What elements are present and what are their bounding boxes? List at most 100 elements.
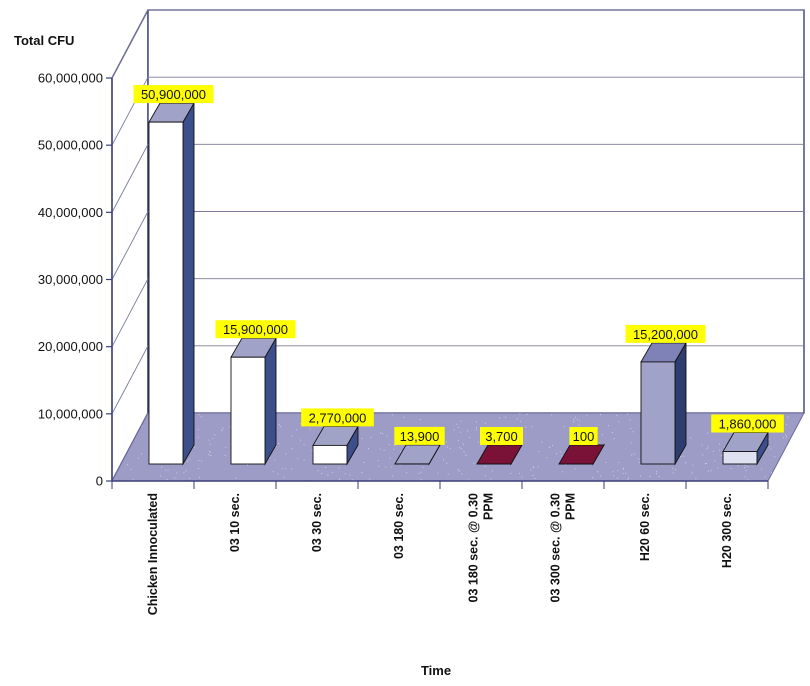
floor-speckle bbox=[229, 426, 230, 427]
floor-speckle bbox=[631, 455, 632, 456]
floor-speckle bbox=[304, 444, 305, 445]
floor-speckle bbox=[210, 444, 211, 445]
floor-speckle bbox=[368, 448, 369, 449]
floor-speckle bbox=[717, 467, 718, 468]
floor-speckle bbox=[292, 448, 293, 449]
floor-speckle bbox=[632, 431, 633, 432]
floor-speckle bbox=[485, 423, 486, 424]
data-label-text: 15,200,000 bbox=[633, 327, 698, 342]
floor-speckle bbox=[284, 477, 285, 478]
floor-speckle bbox=[392, 414, 393, 415]
floor-speckle bbox=[556, 453, 557, 454]
floor-speckle bbox=[683, 456, 684, 457]
floor-speckle bbox=[400, 451, 401, 452]
floor-speckle bbox=[769, 439, 770, 440]
floor-speckle bbox=[454, 429, 455, 430]
floor-speckle bbox=[279, 424, 280, 425]
floor-speckle bbox=[573, 421, 574, 422]
data-label: 13,900 bbox=[394, 427, 444, 445]
floor-speckle bbox=[446, 441, 447, 442]
floor-speckle bbox=[623, 468, 624, 469]
floor-speckle bbox=[278, 443, 279, 444]
floor-speckle bbox=[318, 470, 319, 471]
floor-speckle bbox=[141, 454, 142, 455]
floor-speckle bbox=[491, 479, 492, 480]
floor-speckle bbox=[460, 421, 461, 422]
floor-speckle bbox=[458, 469, 459, 470]
x-category-label: 03 180 sec. @ 0.30 bbox=[467, 493, 481, 603]
floor-speckle bbox=[364, 462, 365, 463]
x-category-label: 03 300 sec. @ 0.30 bbox=[549, 493, 563, 603]
floor-speckle bbox=[608, 425, 609, 426]
floor-speckle bbox=[464, 451, 465, 452]
floor-speckle bbox=[133, 479, 134, 480]
floor-speckle bbox=[473, 463, 474, 464]
y-axis-title: Total CFU bbox=[14, 33, 74, 48]
floor-speckle bbox=[719, 450, 720, 451]
bar-front bbox=[641, 362, 675, 464]
floor-speckle bbox=[467, 430, 468, 431]
floor-speckle bbox=[549, 447, 550, 448]
floor-speckle bbox=[186, 471, 187, 472]
floor-speckle bbox=[418, 473, 419, 474]
floor-speckle bbox=[519, 473, 520, 474]
floor-speckle bbox=[586, 415, 587, 416]
floor-speckle bbox=[675, 469, 676, 470]
floor-speckle bbox=[505, 417, 506, 418]
floor-speckle bbox=[485, 475, 486, 476]
floor-speckle bbox=[579, 425, 580, 426]
floor-speckle bbox=[616, 415, 617, 416]
floor-speckle bbox=[532, 475, 533, 476]
floor-speckle bbox=[459, 447, 460, 448]
floor-speckle bbox=[617, 478, 618, 479]
floor-speckle bbox=[187, 461, 188, 462]
floor-speckle bbox=[597, 471, 598, 472]
floor-speckle bbox=[406, 472, 407, 473]
floor-speckle bbox=[459, 471, 460, 472]
floor bbox=[112, 413, 804, 481]
floor-speckle bbox=[382, 433, 383, 434]
floor-speckle bbox=[291, 436, 292, 437]
x-category-label: Chicken Innoculated bbox=[146, 493, 160, 615]
floor-speckle bbox=[225, 447, 226, 448]
floor-speckle bbox=[552, 445, 553, 446]
floor-speckle bbox=[708, 471, 709, 472]
floor-speckle bbox=[138, 458, 139, 459]
floor-speckle bbox=[649, 476, 650, 477]
floor-speckle bbox=[458, 427, 459, 428]
floor-speckle bbox=[656, 473, 657, 474]
y-tick-label: 10,000,000 bbox=[38, 406, 103, 421]
floor-speckle bbox=[731, 468, 732, 469]
floor-speckle bbox=[349, 474, 350, 475]
floor-speckle bbox=[786, 436, 787, 437]
floor-speckle bbox=[390, 458, 391, 459]
floor-speckle bbox=[639, 462, 640, 463]
floor-speckle bbox=[189, 478, 190, 479]
floor-speckle bbox=[630, 428, 631, 429]
floor-speckle bbox=[673, 472, 674, 473]
data-label-text: 50,900,000 bbox=[141, 87, 206, 102]
floor-speckle bbox=[787, 417, 788, 418]
floor-speckle bbox=[573, 419, 574, 420]
floor-speckle bbox=[443, 459, 444, 460]
floor-speckle bbox=[280, 426, 281, 427]
floor-speckle bbox=[631, 442, 632, 443]
floor-speckle bbox=[525, 427, 526, 428]
floor-speckle bbox=[327, 475, 328, 476]
x-category-label: 03 180 sec. bbox=[392, 493, 406, 559]
floor-speckle bbox=[695, 478, 696, 479]
floor-speckle bbox=[563, 426, 564, 427]
floor-speckle bbox=[300, 423, 301, 424]
floor-speckle bbox=[450, 448, 451, 449]
floor-speckle bbox=[298, 458, 299, 459]
floor-speckle bbox=[296, 429, 297, 430]
floor-speckle bbox=[627, 414, 628, 415]
floor-speckle bbox=[738, 465, 739, 466]
floor-speckle bbox=[659, 476, 660, 477]
floor-speckle bbox=[221, 430, 222, 431]
floor-speckle bbox=[721, 455, 722, 456]
floor-speckle bbox=[387, 436, 388, 437]
floor-speckle bbox=[606, 462, 607, 463]
floor-speckle bbox=[769, 446, 770, 447]
